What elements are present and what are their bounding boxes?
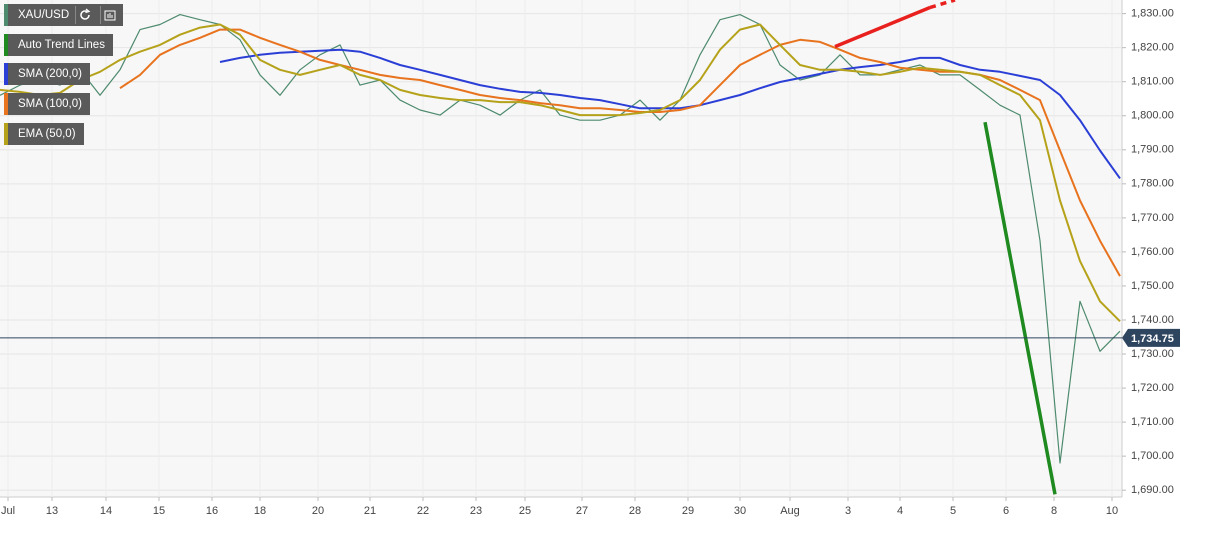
legend-entry: XAU/USD — [4, 4, 124, 26]
x-tick-label: 29 — [682, 505, 694, 517]
x-tick-label: 18 — [254, 505, 266, 517]
y-tick-label: 1,790.00 — [1131, 144, 1174, 156]
x-tick-label: 8 — [1051, 505, 1057, 517]
chart-button[interactable] — [100, 6, 119, 24]
x-tick-label: Jul — [1, 505, 15, 517]
x-tick-label: 28 — [629, 505, 641, 517]
x-tick-label: 16 — [206, 505, 218, 517]
series-line — [0, 23, 1121, 323]
y-tick-label: 1,760.00 — [1131, 246, 1174, 258]
legend-label: XAU/USD — [18, 9, 70, 21]
legend-entry: SMA (200,0) — [4, 63, 90, 85]
legend-label: EMA (50,0) — [18, 128, 76, 140]
x-tick-label: 10 — [1106, 505, 1118, 517]
series-line — [219, 48, 1121, 179]
x-tick-label: 6 — [1003, 505, 1009, 517]
x-tick-label: 21 — [364, 505, 376, 517]
x-tick-label: 20 — [312, 505, 324, 517]
y-tick-label: 1,740.00 — [1131, 314, 1174, 326]
trend-line — [929, 0, 956, 10]
x-tick-label: 27 — [576, 505, 588, 517]
legend-label: SMA (100,0) — [18, 98, 82, 110]
legend-entry: SMA (100,0) — [4, 93, 90, 115]
y-tick-label: 1,690.00 — [1131, 484, 1174, 496]
y-tick-label: 1,800.00 — [1131, 110, 1174, 122]
legend-label: SMA (200,0) — [18, 68, 82, 80]
y-tick-label: 1,730.00 — [1131, 348, 1174, 360]
y-tick-label: 1,820.00 — [1131, 42, 1174, 54]
y-tick-label: 1,810.00 — [1131, 76, 1174, 88]
x-tick-label: 22 — [417, 505, 429, 517]
last-price-tag — [1122, 328, 1180, 347]
last-price-label: 1,734.75 — [1131, 333, 1174, 345]
plot-background — [0, 0, 1122, 497]
y-tick-label: 1,780.00 — [1131, 178, 1174, 190]
x-tick-label: 14 — [100, 505, 112, 517]
x-tick-label: 3 — [845, 505, 851, 517]
legend-entry: EMA (50,0) — [4, 123, 84, 145]
x-tick-label: Aug — [780, 505, 800, 517]
trend-line — [983, 121, 1057, 495]
x-tick-label: 30 — [734, 505, 746, 517]
y-tick-label: 1,750.00 — [1131, 280, 1174, 292]
x-tick-label: 25 — [519, 505, 531, 517]
refresh-button[interactable] — [75, 6, 94, 24]
x-tick-label: 23 — [470, 505, 482, 517]
trend-line — [834, 5, 931, 49]
y-tick-label: 1,700.00 — [1131, 450, 1174, 462]
y-tick-label: 1,710.00 — [1131, 416, 1174, 428]
x-tick-label: 15 — [153, 505, 165, 517]
y-tick-label: 1,770.00 — [1131, 212, 1174, 224]
x-tick-label: 5 — [950, 505, 956, 517]
y-tick-label: 1,830.00 — [1131, 8, 1174, 20]
legend-label: Auto Trend Lines — [18, 39, 105, 51]
x-tick-label: 13 — [46, 505, 58, 517]
y-tick-label: 1,720.00 — [1131, 382, 1174, 394]
x-tick-label: 4 — [897, 505, 903, 517]
legend-entry: Auto Trend Lines — [4, 34, 113, 56]
